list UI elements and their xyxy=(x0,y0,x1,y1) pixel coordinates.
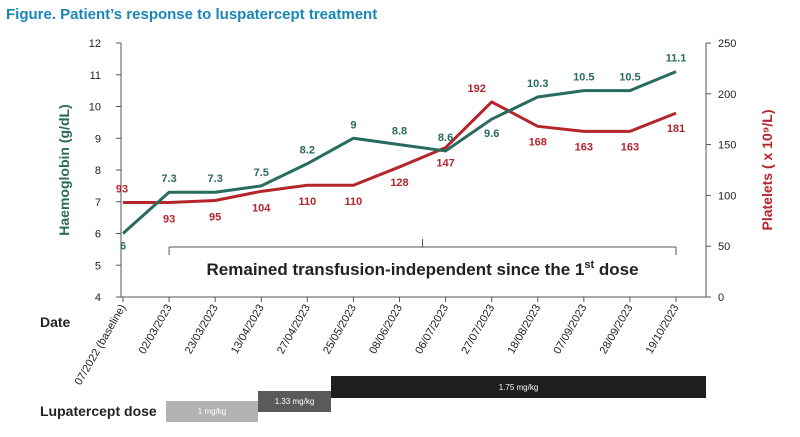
haemoglobin-data-label: 10.5 xyxy=(619,72,640,84)
platelets-data-label: 128 xyxy=(390,177,408,189)
x-tick-label: 27/04/2023 xyxy=(275,303,313,357)
x-tick-label: 18/08/2023 xyxy=(505,303,543,357)
y-left-tick-label: 7 xyxy=(95,197,101,209)
haemoglobin-data-label: 9.6 xyxy=(484,128,499,140)
y-axis-left-title: Haemoglobin (g/dL) xyxy=(56,104,72,235)
platelets-data-label: 163 xyxy=(575,141,593,153)
dose-bar-1-33mg: 1.33 mg/kg xyxy=(258,391,331,412)
platelets-data-label: 147 xyxy=(436,158,454,170)
y-right-tick-label: 150 xyxy=(718,140,736,152)
y-right-tick-label: 0 xyxy=(718,292,724,304)
y-left-tick-label: 12 xyxy=(89,38,101,50)
annotation-bracket: Remained transfusion-independent since t… xyxy=(168,239,677,279)
annotation-text: Remained transfusion-independent since t… xyxy=(207,259,639,279)
x-tick-label: 28/09/2023 xyxy=(598,303,636,357)
x-tick-label: 06/07/2023 xyxy=(413,303,451,357)
haemoglobin-data-label: 11.1 xyxy=(666,53,687,65)
platelets-data-label: 95 xyxy=(209,211,221,223)
y-left-tick-label: 6 xyxy=(95,229,101,241)
y-right-tick-label: 50 xyxy=(718,241,730,253)
haemoglobin-data-label: 10.3 xyxy=(527,78,548,90)
platelets-data-label: 104 xyxy=(252,202,271,214)
haemoglobin-data-label: 8.8 xyxy=(392,126,407,138)
haemoglobin-data-label: 9 xyxy=(350,119,356,131)
series-layer xyxy=(121,70,677,235)
haemoglobin-data-label: 7.3 xyxy=(161,173,176,185)
x-tick-label: 23/03/2023 xyxy=(183,303,221,357)
x-tick-label: 07/2022 (baseline) xyxy=(73,303,129,388)
haemoglobin-data-label: 10.5 xyxy=(573,72,594,84)
dose-label: Lupatercept dose xyxy=(40,403,157,419)
platelets-data-label: 168 xyxy=(529,136,547,148)
x-tick-label: 19/10/2023 xyxy=(644,303,682,357)
platelets-data-label: 93 xyxy=(163,214,175,226)
y-left-tick-label: 9 xyxy=(95,133,101,145)
platelets-data-label: 110 xyxy=(345,196,363,208)
x-tick-label: 25/05/2023 xyxy=(321,303,359,357)
y-right-tick-label: 200 xyxy=(718,89,736,101)
haemoglobin-data-label: 8.2 xyxy=(300,145,315,157)
y-left-tick-label: 4 xyxy=(95,292,101,304)
x-tick-label: 07/09/2023 xyxy=(552,303,590,357)
haemoglobin-data-label: 7.5 xyxy=(254,167,269,179)
x-tick-label: 13/04/2023 xyxy=(229,303,267,357)
platelets-line xyxy=(123,100,677,205)
y-left-tick-label: 5 xyxy=(95,260,101,272)
data-labels-layer: 6 7.3 7.3 7.5 8.2 9 8.8 8.6 9.6 10.3 10.5 10.5 11.1 9… xyxy=(116,53,687,253)
y-right-tick-label: 100 xyxy=(718,190,736,202)
platelets-data-label: 110 xyxy=(298,196,316,208)
figure-title: Figure. Patient’s response to luspaterce… xyxy=(6,6,378,23)
x-tick-label: 08/06/2023 xyxy=(367,303,405,357)
haemoglobin-data-label: 7.3 xyxy=(208,173,223,185)
platelets-data-label: 163 xyxy=(621,141,639,153)
platelets-data-label: 192 xyxy=(467,83,485,95)
y-left-tick-label: 11 xyxy=(90,70,101,82)
haemoglobin-line xyxy=(121,70,677,235)
y-right-tick-label: 250 xyxy=(718,38,736,50)
y-axis-right-title: Platelets ( x 10⁹/L) xyxy=(759,109,775,230)
y-left-tick-label: 8 xyxy=(95,165,101,177)
haemoglobin-data-label: 8.6 xyxy=(438,132,453,144)
dose-bar-1mg: 1 mg/kg xyxy=(166,401,258,422)
platelets-data-label: 93 xyxy=(116,184,128,196)
platelets-data-label: 181 xyxy=(667,123,685,135)
haemoglobin-data-label: 6 xyxy=(120,241,126,253)
x-tick-label: 02/03/2023 xyxy=(137,303,175,357)
dose-bar-1-75mg: 1.75 mg/kg xyxy=(331,376,706,398)
y-left-tick-label: 10 xyxy=(89,102,101,114)
x-tick-label: 27/07/2023 xyxy=(459,302,497,356)
date-label: Date xyxy=(40,314,71,330)
